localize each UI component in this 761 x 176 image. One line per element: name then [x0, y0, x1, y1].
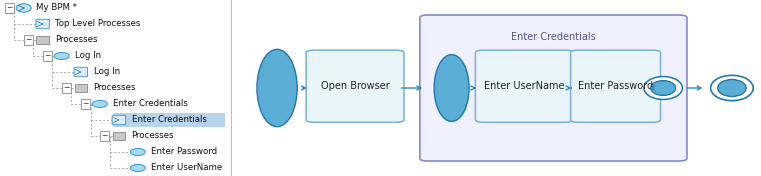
- Text: Processes: Processes: [56, 36, 98, 45]
- FancyBboxPatch shape: [81, 99, 90, 109]
- Text: Enter Credentials: Enter Credentials: [511, 32, 596, 42]
- FancyBboxPatch shape: [37, 36, 49, 44]
- FancyBboxPatch shape: [43, 51, 52, 61]
- Ellipse shape: [130, 164, 145, 171]
- Text: Enter UserName: Enter UserName: [151, 164, 222, 172]
- FancyBboxPatch shape: [571, 50, 661, 122]
- Ellipse shape: [718, 80, 746, 96]
- FancyBboxPatch shape: [24, 35, 33, 45]
- Text: −: −: [25, 36, 31, 45]
- Ellipse shape: [54, 52, 69, 59]
- Ellipse shape: [651, 81, 676, 95]
- FancyBboxPatch shape: [36, 19, 49, 29]
- FancyBboxPatch shape: [100, 131, 109, 141]
- Ellipse shape: [16, 4, 31, 12]
- Ellipse shape: [434, 55, 469, 121]
- FancyBboxPatch shape: [113, 132, 125, 140]
- Ellipse shape: [92, 100, 107, 108]
- Text: Enter Password: Enter Password: [578, 81, 653, 91]
- FancyBboxPatch shape: [306, 50, 404, 122]
- Text: −: −: [44, 52, 50, 61]
- FancyBboxPatch shape: [5, 3, 14, 13]
- FancyBboxPatch shape: [420, 15, 687, 161]
- Text: −: −: [101, 131, 107, 140]
- Text: Enter Credentials: Enter Credentials: [113, 99, 187, 108]
- Ellipse shape: [257, 49, 297, 127]
- Text: Enter Credentials: Enter Credentials: [132, 115, 206, 124]
- Text: Log In: Log In: [75, 52, 100, 61]
- Text: −: −: [82, 99, 88, 108]
- FancyBboxPatch shape: [74, 67, 88, 77]
- FancyBboxPatch shape: [112, 115, 126, 125]
- Text: Enter Password: Enter Password: [151, 147, 217, 156]
- Ellipse shape: [130, 149, 145, 156]
- Text: Enter UserName: Enter UserName: [484, 81, 565, 91]
- Text: Log In: Log In: [94, 67, 119, 77]
- FancyBboxPatch shape: [75, 84, 87, 92]
- Ellipse shape: [644, 77, 683, 99]
- Text: My BPM *: My BPM *: [37, 4, 78, 12]
- Text: Top Level Processes: Top Level Processes: [56, 20, 141, 29]
- Text: −: −: [6, 4, 12, 12]
- FancyBboxPatch shape: [476, 50, 573, 122]
- Text: Open Browser: Open Browser: [320, 81, 390, 91]
- FancyBboxPatch shape: [62, 83, 71, 93]
- FancyBboxPatch shape: [113, 113, 225, 127]
- Text: Processes: Processes: [94, 83, 136, 93]
- Ellipse shape: [711, 75, 753, 101]
- Text: Processes: Processes: [132, 131, 174, 140]
- Text: −: −: [63, 83, 69, 93]
